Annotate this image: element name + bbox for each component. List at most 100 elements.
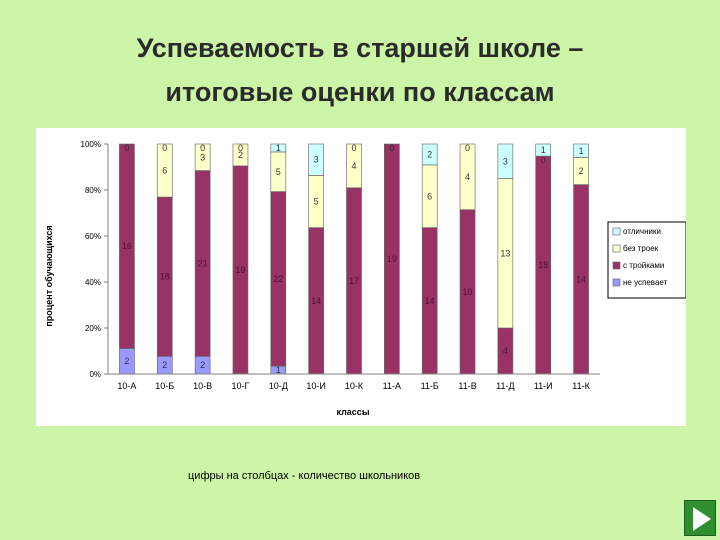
bar-stack: 01740	[346, 143, 362, 375]
bar-segment	[194, 143, 211, 171]
bar-value-label: 6	[427, 191, 432, 201]
bar-segment	[497, 143, 514, 179]
bar-value-label: 2	[579, 166, 584, 176]
x-tick-label: 11-Д	[496, 381, 514, 391]
bar-value-label: 5	[276, 167, 281, 177]
y-axis-title: процент обучающихся	[44, 225, 54, 326]
bar-value-label: 2	[238, 150, 243, 160]
bar-value-label: 0	[389, 143, 394, 153]
bar-value-label: 13	[500, 248, 510, 258]
bar-value-label: 0	[124, 143, 129, 153]
legend-swatch	[612, 227, 621, 236]
bar-segment	[459, 143, 476, 211]
slide-title-line-1: Успеваемость в старшей школе –	[136, 33, 584, 63]
bar-value-label: 3	[503, 156, 508, 166]
bar-value-label: 19	[235, 265, 245, 275]
chart-panel: 0%20%40%60%80%100% 216002186022130019201…	[36, 128, 686, 426]
x-tick-label: 10-И	[306, 381, 325, 391]
bar-segment	[421, 143, 438, 166]
x-axis: 10-А 10-Б 10-В 10-Г 10-Д 10-И 10-К 11-А 11-Б 11-В…	[108, 373, 600, 391]
y-tick-label: 60%	[85, 232, 101, 241]
bar-value-label: 0	[541, 155, 546, 165]
bar-value-label: 0	[389, 143, 394, 153]
bar-value-label: 16	[122, 241, 132, 251]
bar-value-label: 1	[276, 365, 281, 375]
bar-segment	[308, 143, 324, 176]
x-axis-title: классы	[336, 407, 369, 417]
legend-swatch	[612, 278, 621, 287]
slide-title-line-2: итоговые оценки по классам	[165, 77, 555, 107]
bar-segment	[119, 143, 135, 349]
x-tick-label: 10-Б	[155, 381, 174, 391]
bar-value-label: 5	[314, 197, 319, 207]
bar-value-label: 14	[425, 296, 435, 306]
bar-value-label: 19	[387, 254, 397, 264]
legend-label: отличники	[623, 227, 661, 236]
bar-value-label: 4	[351, 161, 356, 171]
bar-value-label: 22	[273, 274, 283, 284]
x-tick-label: 10-А	[117, 381, 136, 391]
bar-segment	[232, 143, 249, 167]
legend: отличники без троек с тройками не успевает	[607, 221, 686, 299]
bar-stack: 01453	[308, 143, 324, 375]
bar-value-label: 0	[124, 143, 129, 153]
bar-value-label: 3	[314, 155, 319, 165]
bar-value-label: 18	[538, 260, 548, 270]
bar-value-label: 6	[162, 166, 167, 176]
x-tick-label: 11-А	[383, 381, 401, 391]
legend-box	[607, 221, 686, 299]
y-tick-label: 40%	[85, 278, 101, 287]
x-tick-label: 10-Д	[269, 381, 288, 391]
next-slide-button[interactable]	[684, 500, 716, 536]
bar-value-label: 4	[465, 172, 470, 182]
bar-stack: 2 21 30	[194, 143, 211, 375]
x-tick-label: 11-К	[572, 381, 590, 391]
bar-segment	[535, 143, 552, 157]
x-tick-label: 11-И	[534, 381, 553, 391]
x-tick-label: 10-Г	[232, 381, 250, 391]
bar-value-label: 2	[124, 356, 129, 366]
y-tick-label: 0%	[89, 370, 101, 379]
bar-value-label: 10	[463, 287, 473, 297]
bar-stack: 2 18 6 0	[156, 143, 173, 375]
bar-value-label: 1	[579, 146, 584, 156]
bar-stack: 01421	[573, 143, 589, 375]
y-tick-label: 100%	[81, 140, 101, 149]
bar-value-label: 2	[162, 360, 167, 370]
bar-value-label: 0	[465, 143, 470, 153]
y-tick-label: 80%	[85, 186, 101, 195]
y-axis: 0% 20% 40% 60% 80% 100%	[81, 140, 109, 379]
bar-value-label: 4	[503, 346, 508, 356]
bar-value-label: 2	[200, 360, 205, 370]
y-tick-label: 20%	[85, 324, 101, 333]
bar-value-label: 2	[427, 149, 432, 159]
bar-value-label: 3	[200, 152, 205, 162]
bar-segment	[270, 143, 287, 153]
bars: 2160021860221300192012251014530174001900…	[119, 143, 589, 375]
legend-label: не успевает	[623, 278, 668, 287]
slide-title: Успеваемость в старшей школе – итоговые …	[0, 26, 720, 114]
bar-value-label: 0	[162, 143, 167, 153]
bar-stack: 01801	[535, 143, 552, 375]
bar-value-label: 17	[349, 276, 359, 286]
x-tick-label: 11-Б	[421, 381, 439, 391]
bar-value-label: 14	[576, 274, 586, 284]
legend-label: с тройками	[623, 261, 664, 270]
bar-value-label: 21	[198, 258, 208, 268]
bar-value-label: 1	[276, 143, 281, 153]
bar-stack: 01040	[459, 143, 476, 375]
stacked-bar-chart: 0%20%40%60%80%100% 216002186022130019201…	[44, 140, 686, 417]
bar-value-label: 18	[160, 272, 170, 282]
bar-value-label: 0	[200, 143, 205, 153]
x-tick-label: 10-К	[345, 381, 364, 391]
bar-stack: 1 22 5 1	[270, 143, 287, 375]
legend-swatch	[612, 261, 621, 270]
bar-value-label: 0	[351, 143, 356, 153]
bar-segment	[346, 143, 362, 189]
chart-caption: цифры на столбцах - количество школьнико…	[188, 470, 421, 482]
